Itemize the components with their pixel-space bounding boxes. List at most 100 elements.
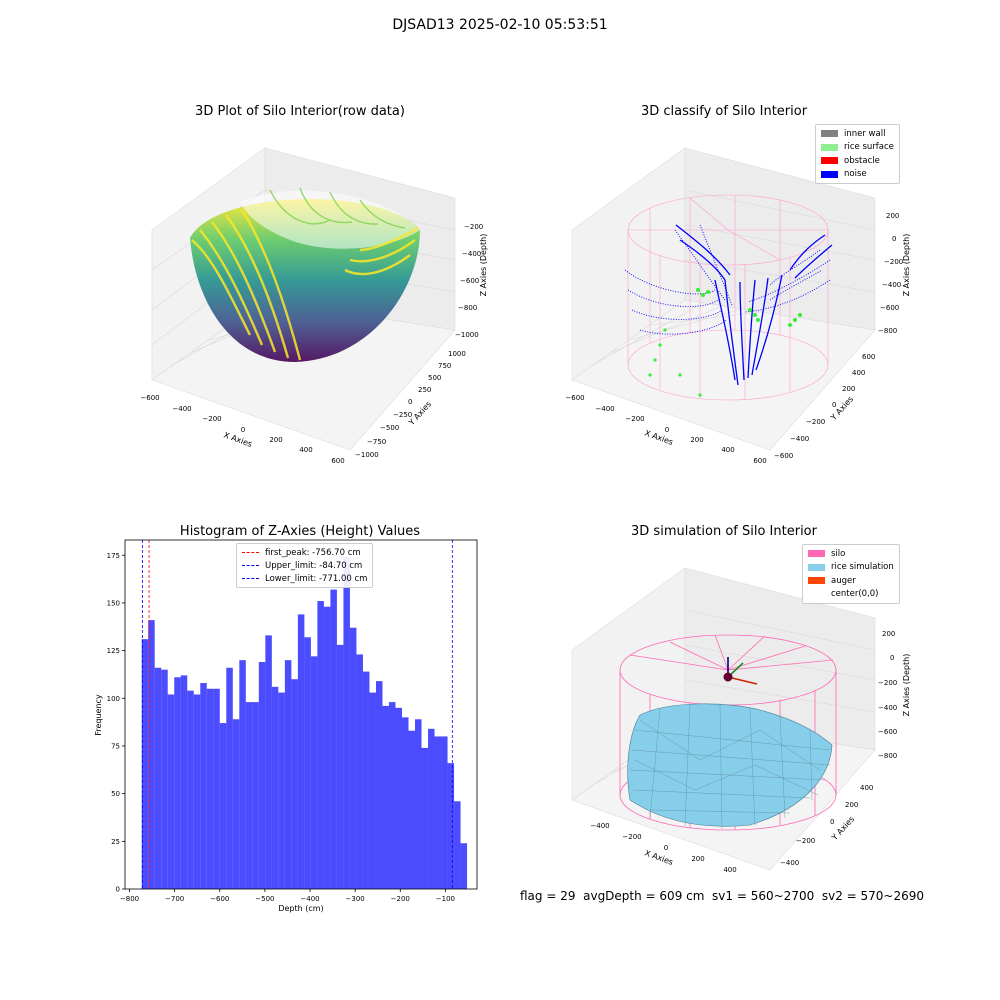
legend-item-lower-limit: Lower_limit: -771.00 cm <box>242 572 367 585</box>
classify-noise-points <box>624 224 831 335</box>
simulation-zlabel: Z Axies (Depth) <box>902 654 911 717</box>
histogram-bar <box>219 723 227 889</box>
histogram-bar <box>161 669 168 889</box>
histogram-bar <box>245 702 253 889</box>
classify-ytick: 400 <box>852 369 865 377</box>
classify-xtick: 200 <box>690 436 703 444</box>
histogram-bar <box>226 667 233 889</box>
classify-xlabel: X Axies <box>643 428 674 447</box>
simulation-ztick: −800 <box>878 752 897 760</box>
histogram-bar <box>317 601 324 889</box>
simulation-ytick: −200 <box>796 837 815 845</box>
raw-ytick: 750 <box>438 362 451 370</box>
classify-ytick: −600 <box>774 452 793 460</box>
histogram-bar <box>200 683 207 889</box>
histogram-bar <box>304 637 311 889</box>
legend-item-upper-limit: Upper_limit: -84.70 cm <box>242 559 367 572</box>
histogram-bar <box>239 660 246 889</box>
raw-ytick: −500 <box>380 424 399 432</box>
raw-ytick: 1000 <box>448 350 466 358</box>
classify-xtick: −200 <box>625 415 644 423</box>
histogram-ytick-label: 125 <box>107 647 120 655</box>
histogram-xtick-label: −200 <box>391 895 410 903</box>
legend-item-noise: noise <box>821 168 894 182</box>
histogram-bar <box>141 639 149 889</box>
legend-item-center: center(0,0) <box>808 588 894 602</box>
classify-xtick: −400 <box>595 405 614 413</box>
raw-ytick: −250 <box>393 411 412 419</box>
simulation-3d-plot: −400 −200 0 200 400 −400 −200 0 200 400 … <box>571 567 911 874</box>
classify-ytick: 600 <box>862 353 875 361</box>
histogram-bar <box>447 763 455 889</box>
histogram-bars <box>141 557 468 889</box>
classify-zlabel: Z Axies (Depth) <box>902 234 911 297</box>
histogram-reference-lines <box>142 540 453 889</box>
classify-noise-strands <box>675 224 833 386</box>
histogram-bar <box>206 688 214 889</box>
classify-ytick: −400 <box>790 435 809 443</box>
histogram-bar <box>441 736 448 889</box>
raw-ztick: −600 <box>460 277 479 285</box>
histogram-bar <box>271 686 279 889</box>
legend-swatch <box>821 157 838 165</box>
histogram-bar <box>297 614 305 889</box>
histogram-bar <box>369 692 376 889</box>
histogram-bar <box>284 660 292 889</box>
histogram-xtick-label: −100 <box>436 895 455 903</box>
legend-item-inner-wall: inner wall <box>821 127 894 141</box>
simulation-xlabel: X Axies <box>643 848 674 867</box>
classify-ytick: 0 <box>832 401 836 409</box>
classify-ztick: 200 <box>886 212 899 220</box>
histogram-legend: first_peak: -756.70 cm Upper_limit: -84.… <box>236 543 374 588</box>
classify-xtick: 600 <box>753 457 766 465</box>
histogram-bar <box>167 694 175 889</box>
histogram-bar <box>395 707 402 889</box>
histogram-bar <box>356 654 363 889</box>
classify-xtick: −600 <box>565 394 584 402</box>
histogram-bar <box>265 635 272 889</box>
histogram-ytick-label: 25 <box>111 838 120 846</box>
status-footer: flag = 29 avgDepth = 609 cm sv1 = 560~27… <box>520 889 925 903</box>
classify-3d-plot: −600 −400 −200 0 200 400 600 −600 −400 −… <box>565 147 911 465</box>
histogram-bar <box>454 801 461 889</box>
raw-xtick: −400 <box>172 405 191 413</box>
histogram-bar <box>187 690 194 889</box>
legend-item-obstacle: obstacle <box>821 154 894 168</box>
raw-ytick: −1000 <box>355 451 379 459</box>
raw-ztick: −1000 <box>455 331 479 339</box>
simulation-ztick: −200 <box>878 679 897 687</box>
simulation-ztick: −600 <box>878 728 897 736</box>
simulation-ztick: −400 <box>878 704 897 712</box>
histogram-ytick-label: 175 <box>107 552 120 560</box>
legend-item-first-peak: first_peak: -756.70 cm <box>242 546 367 559</box>
histogram-ylabel: Frequency <box>94 694 103 736</box>
histogram-bar <box>421 747 429 889</box>
histogram-xlabel: Depth (cm) <box>278 904 323 913</box>
histogram-bar <box>362 671 370 889</box>
histogram-bar <box>343 557 350 889</box>
simulation-rice-surface <box>627 702 833 830</box>
histogram-bar <box>258 662 266 889</box>
simulation-xtick: 0 <box>664 844 668 852</box>
histogram-bar <box>278 692 285 889</box>
raw-xtick: 600 <box>331 457 344 465</box>
simulation-ytick: 0 <box>830 818 834 826</box>
histogram-y-ticks: 0 25 50 75 100 125 150 175 <box>107 552 125 894</box>
histogram-xtick-label: −300 <box>346 895 365 903</box>
histogram-ytick-label: 150 <box>107 599 120 607</box>
legend-item-auger: auger <box>808 574 894 588</box>
simulation-legend: silo rice simulation auger center(0,0) <box>802 544 900 604</box>
simulation-ytick: 200 <box>845 801 858 809</box>
raw-xtick: 200 <box>269 436 282 444</box>
classify-legend: inner wall rice surface obstacle noise <box>815 124 900 184</box>
classify-rice-surface-points <box>648 288 802 397</box>
raw-ztick: −800 <box>458 304 477 312</box>
classify-floor-pane <box>571 299 876 451</box>
classify-ztick: −400 <box>882 281 901 289</box>
histogram-bar <box>349 627 357 889</box>
legend-swatch <box>808 590 825 598</box>
histogram-bar <box>428 728 435 889</box>
legend-swatch <box>808 563 825 571</box>
legend-swatch <box>821 143 838 151</box>
simulation-xtick: −400 <box>590 822 609 830</box>
